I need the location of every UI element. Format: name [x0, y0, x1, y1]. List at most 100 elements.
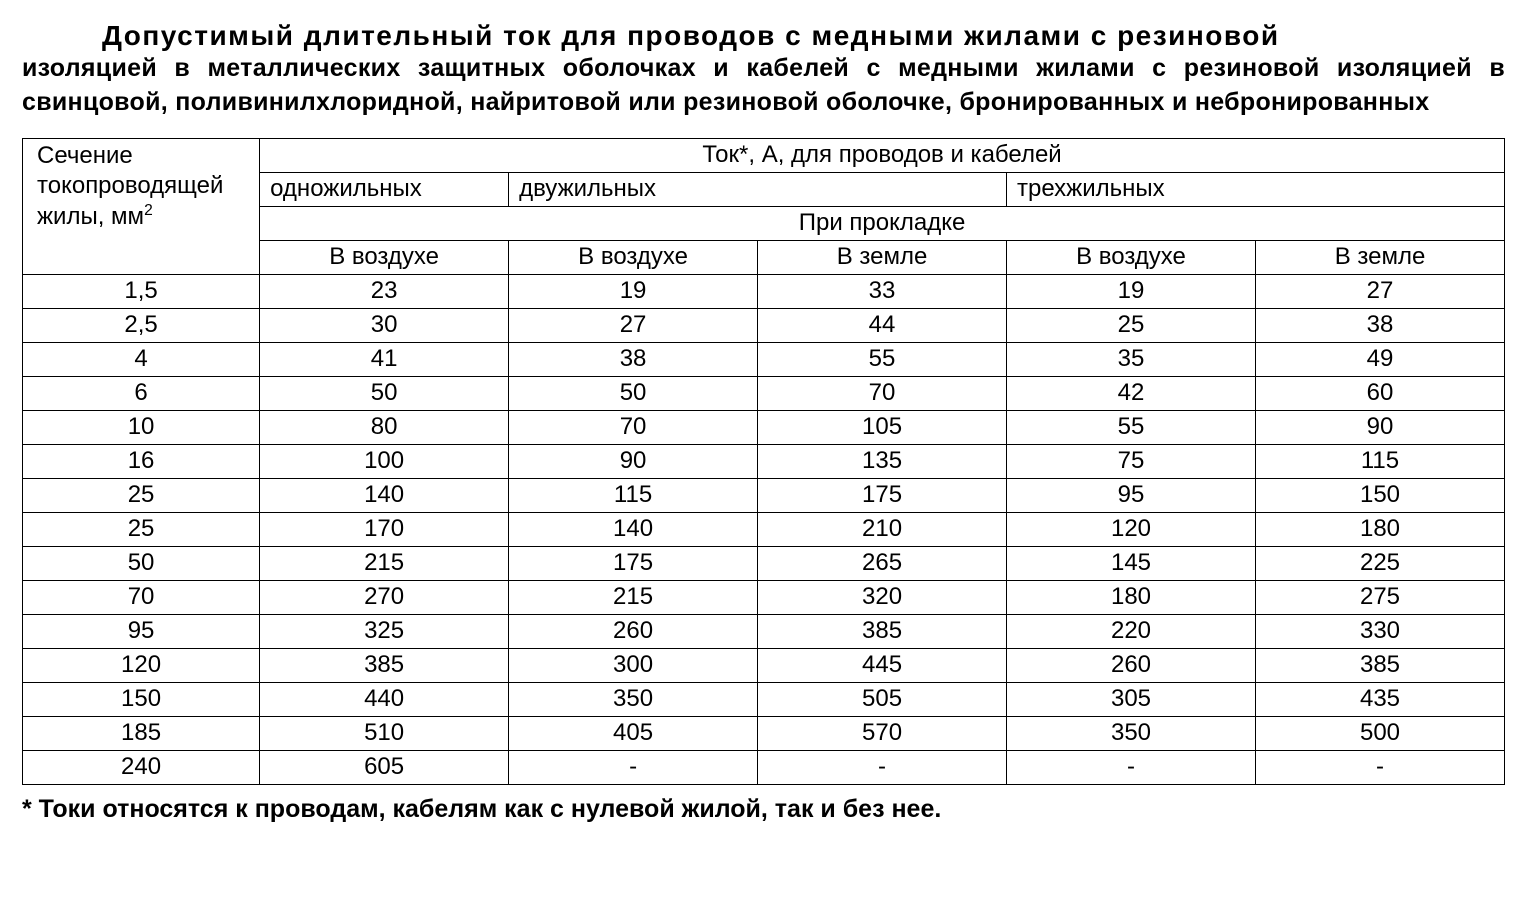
table-cell: 4 — [23, 342, 260, 376]
header-section-exp: 2 — [144, 202, 153, 219]
table-cell: 33 — [758, 274, 1007, 308]
table-cell: 25 — [1007, 308, 1256, 342]
document-title: Допустимый длительный ток для проводов с… — [22, 20, 1505, 120]
table-cell: 150 — [23, 682, 260, 716]
table-cell: 19 — [509, 274, 758, 308]
table-cell: 260 — [1007, 648, 1256, 682]
table-cell: 70 — [758, 376, 1007, 410]
table-cell: 225 — [1255, 546, 1504, 580]
table-cell: 30 — [260, 308, 509, 342]
table-cell: 140 — [509, 512, 758, 546]
table-cell: 27 — [509, 308, 758, 342]
table-cell: 145 — [1007, 546, 1256, 580]
table-cell: 105 — [758, 410, 1007, 444]
table-row: 1080701055590 — [23, 410, 1505, 444]
header-group-3: трехжильных — [1007, 172, 1505, 206]
table-cell: 215 — [260, 546, 509, 580]
table-cell: 25 — [23, 512, 260, 546]
header-group-1: одножильных — [260, 172, 509, 206]
table-cell: 50 — [260, 376, 509, 410]
table-cell: 270 — [260, 580, 509, 614]
title-line-1: Допустимый длительный ток для проводов с… — [102, 20, 1505, 52]
table-cell: 435 — [1255, 682, 1504, 716]
table-cell: 240 — [23, 750, 260, 784]
table-cell: 38 — [509, 342, 758, 376]
table-cell: - — [758, 750, 1007, 784]
table-cell: 70 — [23, 580, 260, 614]
table-cell: 260 — [509, 614, 758, 648]
table-cell: 23 — [260, 274, 509, 308]
table-cell: - — [509, 750, 758, 784]
table-row: 240605---- — [23, 750, 1505, 784]
table-cell: 115 — [1255, 444, 1504, 478]
table-cell: 300 — [509, 648, 758, 682]
table-row: 161009013575115 — [23, 444, 1505, 478]
table-cell: 505 — [758, 682, 1007, 716]
table-header: Сечение токопроводящей жилы, мм2 Ток*, А… — [23, 138, 1505, 274]
table-row: 25170140210120180 — [23, 512, 1505, 546]
table-cell: 1,5 — [23, 274, 260, 308]
table-cell: 350 — [509, 682, 758, 716]
table-cell: 320 — [758, 580, 1007, 614]
table-row: 50215175265145225 — [23, 546, 1505, 580]
table-cell: 175 — [509, 546, 758, 580]
header-section-l2: токопроводящей — [37, 172, 223, 199]
table-cell: 385 — [1255, 648, 1504, 682]
table-cell: 75 — [1007, 444, 1256, 478]
table-cell: 275 — [1255, 580, 1504, 614]
table-cell: 140 — [260, 478, 509, 512]
table-cell: 6 — [23, 376, 260, 410]
table-cell: 305 — [1007, 682, 1256, 716]
table-cell: 38 — [1255, 308, 1504, 342]
table-row: 1,52319331927 — [23, 274, 1505, 308]
header-col-3: В земле — [758, 240, 1007, 274]
table-cell: 50 — [23, 546, 260, 580]
table-cell: 440 — [260, 682, 509, 716]
table-cell: 115 — [509, 478, 758, 512]
table-cell: 2,5 — [23, 308, 260, 342]
table-cell: 95 — [23, 614, 260, 648]
table-cell: 570 — [758, 716, 1007, 750]
table-cell: 35 — [1007, 342, 1256, 376]
table-row: 44138553549 — [23, 342, 1505, 376]
table-cell: 180 — [1007, 580, 1256, 614]
table-cell: 220 — [1007, 614, 1256, 648]
table-row: 120385300445260385 — [23, 648, 1505, 682]
current-table: Сечение токопроводящей жилы, мм2 Ток*, А… — [22, 138, 1505, 785]
table-cell: 25 — [23, 478, 260, 512]
table-cell: 55 — [1007, 410, 1256, 444]
table-row: 2514011517595150 — [23, 478, 1505, 512]
table-cell: 500 — [1255, 716, 1504, 750]
table-cell: 16 — [23, 444, 260, 478]
table-cell: 60 — [1255, 376, 1504, 410]
table-row: 185510405570350500 — [23, 716, 1505, 750]
table-cell: 42 — [1007, 376, 1256, 410]
table-cell: 150 — [1255, 478, 1504, 512]
table-cell: 325 — [260, 614, 509, 648]
table-cell: 120 — [23, 648, 260, 682]
table-cell: 70 — [509, 410, 758, 444]
table-cell: 44 — [758, 308, 1007, 342]
table-cell: 180 — [1255, 512, 1504, 546]
table-cell: 265 — [758, 546, 1007, 580]
table-cell: 385 — [260, 648, 509, 682]
table-cell: 445 — [758, 648, 1007, 682]
header-col-1: В воздухе — [260, 240, 509, 274]
table-cell: 215 — [509, 580, 758, 614]
table-cell: 90 — [1255, 410, 1504, 444]
header-col-2: В воздухе — [509, 240, 758, 274]
table-cell: 385 — [758, 614, 1007, 648]
header-section: Сечение токопроводящей жилы, мм2 — [23, 138, 260, 274]
header-current: Ток*, А, для проводов и кабелей — [260, 138, 1505, 172]
table-cell: 95 — [1007, 478, 1256, 512]
table-cell: 90 — [509, 444, 758, 478]
table-cell: 510 — [260, 716, 509, 750]
table-cell: 350 — [1007, 716, 1256, 750]
table-cell: - — [1255, 750, 1504, 784]
table-row: 95325260385220330 — [23, 614, 1505, 648]
table-cell: 27 — [1255, 274, 1504, 308]
table-row: 2,53027442538 — [23, 308, 1505, 342]
table-cell: 19 — [1007, 274, 1256, 308]
table-cell: 49 — [1255, 342, 1504, 376]
table-cell: 50 — [509, 376, 758, 410]
